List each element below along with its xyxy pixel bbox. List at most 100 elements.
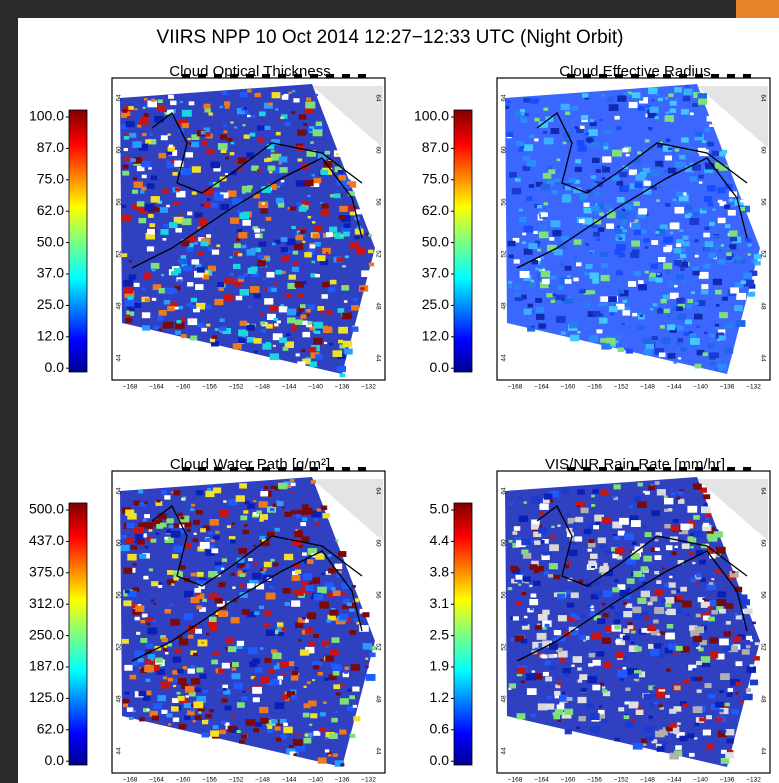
frame-strip: [727, 467, 735, 471]
map-pixel: [273, 665, 280, 670]
map-pixel: [656, 580, 662, 584]
map-pixel: [680, 586, 687, 592]
map-pixel: [625, 687, 631, 692]
map-pixel: [594, 181, 603, 187]
map-pixel: [601, 263, 609, 269]
map-pixel: [692, 668, 697, 672]
map-pixel: [332, 664, 342, 671]
map-pixel: [703, 263, 711, 269]
lon-label: −140: [693, 384, 708, 391]
map-pixel: [669, 573, 674, 576]
map-pixel: [591, 141, 600, 148]
map-pixel: [156, 668, 166, 675]
map-pixel: [616, 180, 624, 186]
map-pixel: [560, 235, 569, 242]
map-pixel: [692, 212, 699, 217]
map-pixel: [273, 317, 279, 321]
map-pixel: [307, 195, 311, 198]
map-pixel: [643, 555, 652, 562]
map-pixel: [690, 338, 700, 345]
lon-label: −160: [561, 777, 576, 783]
map-pixel: [533, 569, 539, 574]
map-pixel: [587, 523, 598, 531]
map-pixel: [297, 361, 306, 367]
map-pixel: [253, 193, 260, 199]
map-pixel: [538, 527, 547, 534]
map-pixel: [726, 252, 732, 257]
map-pixel: [301, 349, 306, 353]
map-pixel: [368, 262, 375, 267]
map-pixel: [657, 653, 665, 659]
map-pixel: [230, 217, 240, 224]
frame-strip: [599, 467, 607, 471]
map-pixel: [200, 240, 209, 247]
map-pixel: [145, 643, 154, 649]
map-pixel: [589, 119, 595, 123]
colorbar-tick-label: 312.0: [29, 595, 64, 611]
map-pixel: [298, 206, 307, 212]
frame-strip: [599, 74, 607, 78]
frame-strip: [583, 467, 591, 471]
map-pixel: [589, 135, 596, 140]
map-pixel: [572, 656, 582, 663]
map-pixel: [563, 132, 572, 138]
map-pixel: [281, 627, 287, 631]
map-pixel: [508, 254, 514, 259]
map-pixel: [187, 710, 195, 716]
map-pixel: [270, 679, 280, 686]
map-pixel: [177, 695, 185, 701]
map-pixel: [302, 552, 307, 556]
map-pixel: [122, 698, 129, 704]
map-pixel: [329, 733, 338, 739]
map-pixel: [526, 688, 537, 695]
map-pixel: [250, 266, 258, 272]
map-pixel: [286, 238, 296, 246]
map-pixel: [149, 223, 156, 228]
map-pixel: [523, 225, 534, 233]
map-pixel: [320, 209, 330, 217]
map-pixel: [239, 739, 245, 744]
map-pixel: [279, 337, 287, 343]
map-pixel: [350, 326, 359, 332]
map-pixel: [219, 729, 226, 735]
map-pixel: [312, 129, 323, 137]
map-pixel: [578, 579, 584, 583]
map-pixel: [144, 514, 150, 519]
map-pixel: [254, 611, 260, 615]
map-pixel: [184, 715, 191, 720]
map-pixel: [194, 270, 204, 278]
map-pixel: [645, 343, 654, 350]
map-pixel: [246, 687, 251, 690]
map-pixel: [552, 637, 558, 642]
map-pixel: [180, 516, 185, 520]
frame-strip: [663, 74, 671, 78]
map-pixel: [616, 225, 620, 228]
map-pixel: [187, 668, 195, 674]
map-pixel: [277, 203, 285, 208]
lon-label: −148: [255, 777, 270, 783]
map-pixel: [522, 241, 526, 245]
map-pixel: [666, 624, 674, 629]
map-pixel: [590, 608, 595, 612]
map-pixel: [192, 538, 199, 543]
map-pixel: [323, 160, 333, 168]
map-pixel: [266, 157, 273, 162]
lon-label: −152: [229, 777, 244, 783]
colorbar: [68, 502, 88, 766]
lat-label: 48: [759, 302, 766, 310]
map-pixel: [190, 703, 195, 707]
map-pixel: [260, 321, 266, 326]
map-pixel: [561, 196, 572, 203]
map-pixel: [654, 555, 662, 560]
map-pixel: [306, 97, 312, 101]
map-pixel: [580, 507, 589, 514]
map-pixel: [173, 268, 182, 274]
map-pixel: [185, 152, 193, 158]
map-pixel: [269, 171, 273, 174]
map-pixel: [580, 288, 584, 292]
map-pixel: [538, 323, 547, 329]
map-pixel: [610, 605, 615, 609]
map-pixel: [150, 658, 154, 661]
map-pixel: [716, 304, 720, 307]
map-pixel: [525, 581, 529, 584]
